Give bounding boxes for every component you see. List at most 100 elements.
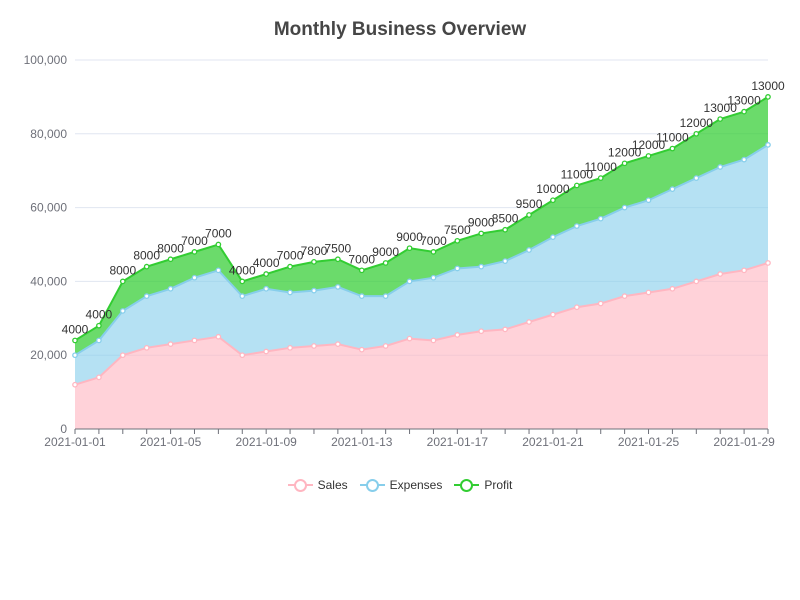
point-expenses [597, 215, 604, 222]
legend-item-expenses[interactable]: Expenses [359, 478, 443, 492]
line-sales [74, 261, 769, 386]
data-label-profit: 11000 [584, 160, 617, 174]
point-expenses [311, 287, 317, 294]
data-label-profit: 12000 [680, 116, 714, 130]
point-profit [717, 116, 724, 122]
x-tick-label: 2021-01-29 [713, 435, 775, 449]
legend-sales-label: Sales [317, 478, 348, 492]
point-sales [502, 326, 508, 333]
legend-item-sales[interactable]: Sales [287, 478, 348, 492]
y-tick-label: 0 [60, 422, 67, 436]
point-profit [191, 249, 198, 255]
data-label-profit: 7000 [420, 234, 447, 248]
point-expenses [454, 265, 461, 272]
point-sales [263, 348, 270, 355]
point-expenses [430, 274, 437, 281]
point-profit [96, 322, 102, 329]
point-profit [382, 260, 389, 266]
point-profit [263, 271, 270, 277]
point-sales [621, 293, 628, 300]
point-expenses [717, 164, 724, 170]
chart-title: Monthly Business Overview [273, 19, 527, 40]
data-label-profit: 7500 [325, 241, 352, 255]
data-label-profit: 7000 [348, 252, 375, 266]
point-sales [358, 346, 365, 353]
legend-expenses-icon [359, 478, 385, 492]
point-sales [96, 374, 102, 381]
y-tick-label: 100,000 [24, 53, 68, 67]
x-tick-label: 2021-01-13 [331, 435, 393, 449]
data-label-profit: 7500 [444, 223, 471, 237]
data-label-profit: 9000 [396, 230, 423, 244]
point-expenses [550, 234, 556, 240]
point-sales [550, 311, 556, 318]
data-label-profit: 12000 [608, 145, 642, 159]
x-tick-label: 2021-01-09 [235, 435, 297, 449]
data-label-profit: 9000 [372, 245, 399, 259]
point-expenses [382, 293, 389, 300]
point-sales [287, 344, 293, 351]
data-label-profit: 13000 [751, 79, 785, 93]
point-expenses [645, 197, 652, 204]
legend-profit-icon [454, 478, 480, 492]
point-expenses [119, 308, 126, 314]
point-profit [741, 108, 747, 115]
data-label-profit: 8000 [109, 263, 136, 277]
point-profit [239, 278, 246, 285]
legend-expenses-label: Expenses [389, 478, 443, 492]
data-label-profit: 8500 [492, 212, 519, 226]
point-sales [573, 304, 580, 311]
point-sales [526, 319, 532, 325]
point-profit [454, 237, 461, 244]
data-label-profit: 8000 [133, 249, 160, 263]
legend-sales-icon [287, 478, 313, 492]
data-label-profit: 7000 [277, 249, 304, 263]
data-label-profit: 9000 [468, 215, 495, 229]
data-label-profit: 12000 [632, 138, 666, 152]
point-sales [167, 341, 174, 347]
point-profit [526, 212, 532, 218]
point-sales [143, 344, 150, 351]
point-profit [478, 230, 485, 237]
point-expenses [72, 352, 78, 359]
legend: Sales Expenses Profit [0, 478, 800, 492]
point-profit [72, 337, 78, 344]
data-label-profit: 7000 [181, 234, 208, 248]
point-profit [143, 263, 150, 270]
point-sales [191, 337, 198, 344]
point-sales [335, 341, 341, 347]
point-profit [573, 182, 580, 189]
point-expenses [502, 258, 508, 264]
point-sales [311, 343, 317, 349]
data-label-profit: 4000 [253, 256, 280, 270]
point-expenses [96, 337, 102, 344]
y-tick-label: 60,000 [30, 201, 67, 215]
y-tick-label: 20,000 [30, 348, 67, 362]
legend-item-profit[interactable]: Profit [454, 478, 512, 492]
point-expenses [406, 278, 413, 285]
line-profit [74, 96, 769, 342]
x-tick-label: 2021-01-05 [140, 435, 202, 449]
point-sales [406, 335, 413, 342]
data-label-profit: 13000 [727, 94, 761, 108]
point-profit [765, 94, 771, 100]
data-label-profit: 4000 [62, 322, 89, 336]
data-label-profit: 10000 [536, 182, 570, 196]
legend-profit-label: Profit [484, 478, 513, 492]
point-profit [215, 241, 222, 248]
point-profit [550, 197, 556, 204]
point-expenses [263, 285, 270, 292]
point-sales [382, 343, 389, 349]
area-profit [75, 96, 768, 356]
point-expenses [573, 223, 580, 229]
point-sales [645, 289, 652, 296]
point-expenses [478, 263, 485, 270]
point-profit [119, 278, 126, 285]
area-expenses [75, 144, 768, 385]
y-tick-label: 40,000 [30, 274, 67, 288]
point-profit [645, 153, 652, 159]
point-expenses [693, 175, 700, 181]
point-profit [430, 249, 437, 255]
point-expenses [287, 289, 293, 296]
